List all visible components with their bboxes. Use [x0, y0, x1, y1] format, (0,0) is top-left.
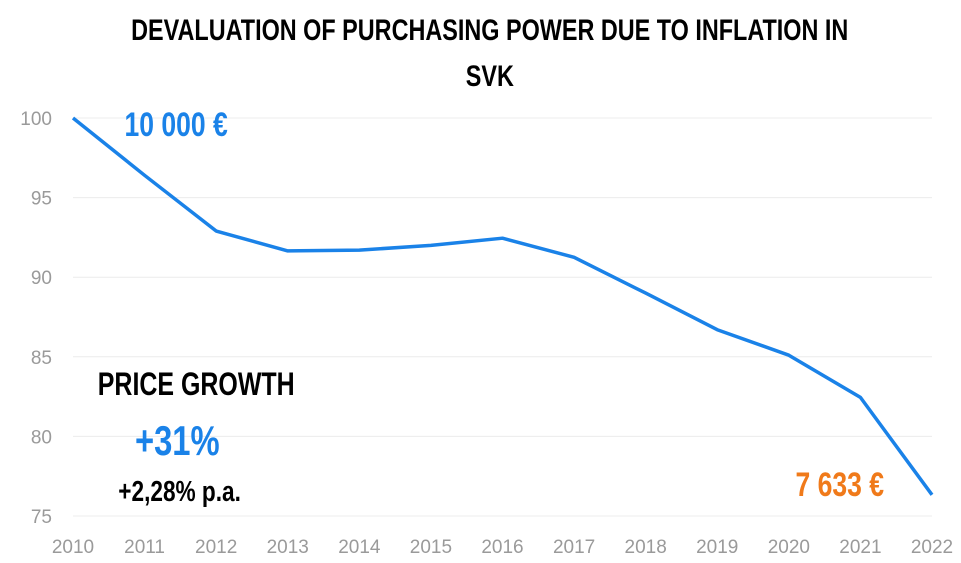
x-tick-label: 2012	[195, 537, 237, 558]
chart-title-line2: SVK	[465, 60, 515, 93]
price-growth-label: PRICE GROWTH	[97, 366, 295, 402]
x-tick-label: 2015	[410, 537, 452, 558]
y-tick-label: 100	[20, 109, 52, 130]
y-tick-label: 85	[31, 348, 52, 369]
chart-title-line1: DEVALUATION OF PURCHASING POWER DUE TO I…	[131, 14, 849, 47]
price-growth-pa: +2,28% p.a.	[118, 476, 242, 508]
chart-title: DEVALUATION OF PURCHASING POWER DUE TO I…	[0, 8, 961, 100]
x-tick-label: 2010	[52, 537, 94, 558]
y-tick-label: 90	[31, 268, 52, 289]
x-tick-label: 2014	[338, 537, 381, 558]
x-tick-label: 2016	[481, 537, 523, 558]
x-tick-label: 2021	[839, 537, 881, 558]
y-tick-label: 95	[31, 189, 52, 210]
price-growth-value: +31%	[135, 417, 220, 464]
x-tick-label: 2020	[768, 537, 810, 558]
end-value-label: 7 633 €	[795, 466, 885, 504]
y-tick-label: 75	[31, 507, 52, 528]
x-tick-label: 2013	[267, 537, 309, 558]
x-tick-label: 2018	[625, 537, 667, 558]
x-tick-label: 2022	[911, 537, 953, 558]
x-tick-label: 2019	[696, 537, 738, 558]
start-value-label: 10 000 €	[124, 106, 228, 144]
y-tick-label: 80	[31, 427, 52, 448]
x-tick-label: 2011	[124, 537, 165, 558]
x-tick-label: 2017	[553, 537, 595, 558]
